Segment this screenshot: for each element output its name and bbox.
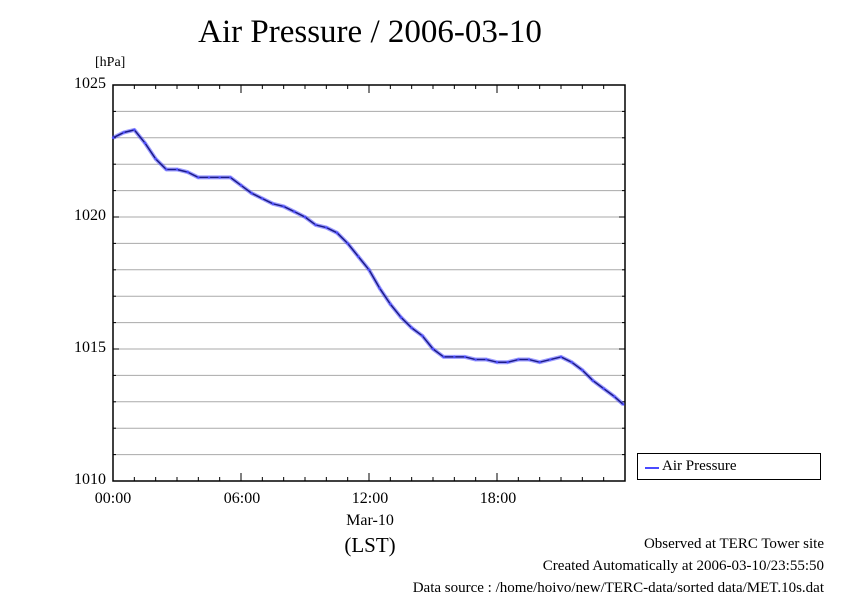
data-point: [122, 131, 125, 134]
y-tick-label: 1010: [74, 471, 106, 488]
y-tick-label: 1015: [74, 339, 106, 356]
data-point: [186, 170, 189, 174]
legend-label: Air Pressure: [662, 458, 737, 474]
data-point: [367, 268, 371, 271]
data-point: [165, 168, 168, 171]
legend: Air Pressure: [637, 453, 821, 480]
data-point: [591, 379, 595, 382]
data-point: [559, 355, 563, 359]
y-axis-unit: [hPa]: [95, 55, 126, 70]
data-point: [622, 403, 625, 406]
data-point: [463, 355, 467, 359]
data-point: [527, 358, 531, 361]
data-point: [453, 355, 456, 359]
data-point: [207, 176, 211, 179]
data-point: [378, 287, 381, 290]
x-tick-label: 12:00: [351, 490, 389, 507]
data-point: [218, 176, 221, 179]
data-point: [410, 326, 413, 330]
data-point: [581, 368, 584, 372]
x-tick-label: 06:00: [223, 490, 261, 507]
data-point: [154, 157, 157, 161]
data-point: [325, 226, 328, 229]
data-point: [474, 358, 477, 361]
data-point: [229, 176, 232, 179]
footer-observed: Observed at TERC Tower site: [643, 536, 824, 552]
data-point: [431, 347, 435, 351]
data-point: [175, 168, 179, 171]
legend-swatch: [645, 467, 659, 469]
data-point: [442, 355, 445, 359]
data-point: [293, 210, 296, 213]
series-band: [112, 127, 625, 406]
data-point: [602, 387, 605, 390]
y-tick-label: 1025: [74, 75, 106, 92]
data-point: [197, 176, 200, 179]
data-point: [271, 202, 275, 205]
data-point: [314, 223, 317, 227]
data-point: [389, 302, 392, 306]
footer-source: Data source : /home/hoivo/new/TERC-data/…: [412, 580, 824, 596]
data-point: [399, 316, 403, 319]
x-tick-label: 18:00: [479, 490, 517, 507]
data-point: [517, 358, 520, 361]
data-point: [303, 215, 307, 219]
chart-title: Air Pressure / 2006-03-10: [198, 14, 542, 50]
data-point: [495, 361, 499, 364]
footer-created: Created Automatically at 2006-03-10/23:5…: [542, 558, 824, 574]
data-point: [143, 141, 147, 145]
data-point: [261, 197, 264, 200]
data-point: [346, 242, 349, 245]
x-date-label: Mar-10: [346, 512, 394, 529]
data-point: [282, 205, 285, 208]
plot-frame: [112, 84, 626, 482]
y-tick-label: 1020: [74, 207, 106, 224]
data-point: [538, 361, 541, 364]
data-point: [506, 361, 509, 364]
data-point: [357, 255, 360, 258]
data-point: [613, 395, 616, 398]
data-point: [485, 358, 488, 361]
data-point: [549, 358, 552, 361]
data-point: [570, 361, 573, 364]
data-point: [421, 334, 424, 337]
x-axis-label: (LST): [344, 533, 396, 557]
data-point: [111, 136, 115, 139]
data-point: [239, 184, 243, 187]
data-point: [335, 231, 339, 235]
x-tick-label: 00:00: [94, 490, 132, 507]
data-point: [133, 128, 136, 132]
data-point: [250, 192, 253, 195]
